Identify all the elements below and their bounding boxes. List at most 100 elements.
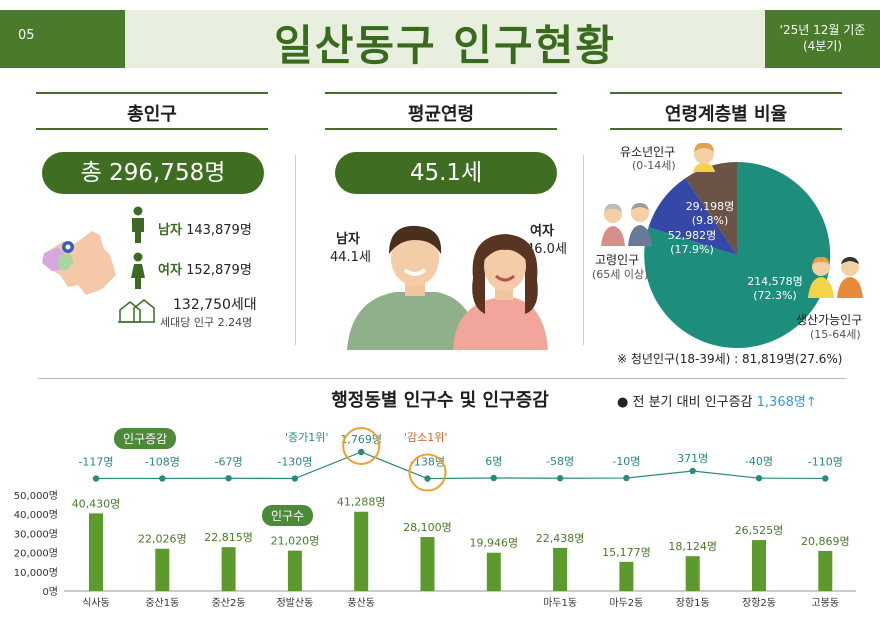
bar-중산1동 bbox=[155, 548, 170, 591]
change-value-label: -58명 bbox=[546, 455, 574, 468]
category-label: 고봉동 bbox=[811, 597, 839, 609]
total-heading: 총인구 bbox=[127, 104, 177, 125]
working-range: (15-64세) bbox=[810, 328, 861, 341]
avg-male-age: 44.1세 bbox=[330, 250, 371, 265]
change-value-label: -10명 bbox=[612, 455, 640, 468]
highlight-decrease-ring bbox=[408, 453, 447, 492]
bar-value-label: 22,026명 bbox=[138, 533, 187, 546]
dong-heading: 행정동별 인구수 및 인구증감 bbox=[331, 390, 549, 411]
legend-text: ● 전 분기 대비 인구증감 bbox=[617, 395, 753, 410]
youth-label: 유소년인구 bbox=[620, 145, 676, 159]
bar-value-label: 21,020명 bbox=[271, 535, 320, 548]
dong-chart: 0명 10,000명 20,000명 30,000명 40,000명 50,000명 40,… bbox=[14, 427, 856, 609]
change-value-label: 6명 bbox=[485, 455, 502, 468]
average-age-heading: 평균연령 bbox=[407, 104, 475, 125]
couple-illustration bbox=[347, 225, 548, 350]
category-label: 마두2동 bbox=[609, 597, 643, 609]
bar-value-label: 22,438명 bbox=[536, 532, 585, 545]
category-label: 중산1동 bbox=[145, 597, 179, 609]
avg-female-label: 여자 bbox=[530, 224, 554, 239]
change-value-label: 1,769명 bbox=[340, 433, 382, 446]
change-value-label: -108명 bbox=[145, 455, 180, 468]
change-point bbox=[490, 474, 497, 482]
child-icon bbox=[693, 142, 715, 172]
bar-풍산동 bbox=[354, 511, 369, 591]
elderly-pct: (17.9%) bbox=[670, 243, 714, 256]
header-left-band bbox=[0, 10, 125, 68]
bar-장항2동 bbox=[752, 540, 766, 591]
youth-pct: (9.8%) bbox=[691, 214, 729, 227]
section-line-bottom bbox=[325, 128, 557, 130]
section-line-top bbox=[325, 92, 557, 94]
population-tag: 인구수 bbox=[262, 505, 314, 526]
elderly-value: 52,982명 bbox=[667, 229, 717, 242]
header-title-band bbox=[125, 10, 765, 68]
total-population-pill: 총 296,758명 bbox=[42, 152, 264, 194]
female-icon bbox=[131, 252, 145, 289]
bar-value-label: 41,288명 bbox=[337, 496, 386, 509]
change-point bbox=[358, 448, 365, 456]
elderly-range: (65세 이상) bbox=[592, 268, 649, 281]
bar-value-label: 19,946명 bbox=[469, 537, 518, 550]
page-number: 05 bbox=[18, 28, 35, 43]
date-note-line1: '25년 12월 기준 bbox=[779, 23, 866, 37]
change-point bbox=[755, 474, 763, 482]
section-line-bottom bbox=[610, 128, 842, 130]
youth-range: (0-14세) bbox=[632, 159, 676, 172]
bar-value-label: 20,869명 bbox=[801, 535, 850, 548]
legend-value: 1,368명↑ bbox=[756, 395, 817, 410]
pie-slice-youth bbox=[685, 162, 737, 255]
change-tag: 인구증감 bbox=[114, 428, 177, 449]
y-tick-label: 10,000명 bbox=[14, 567, 58, 579]
section-line-top bbox=[610, 92, 842, 94]
youth-footnote: ※ 청년인구(18-39세) : 81,819명(27.6%) bbox=[617, 352, 843, 366]
change-point bbox=[623, 474, 630, 482]
highlight-increase-ring bbox=[342, 427, 381, 465]
male-count: 143,879명 bbox=[186, 223, 252, 238]
category-label: 중산2동 bbox=[212, 597, 246, 609]
bar-중산2동 bbox=[221, 547, 236, 591]
date-note-line2: (4분기) bbox=[802, 39, 843, 53]
y-tick-label: 30,000명 bbox=[14, 528, 58, 540]
category-label: 장항1동 bbox=[676, 597, 710, 609]
bar-식사동 bbox=[89, 513, 103, 591]
category-label: 마두1동 bbox=[543, 597, 577, 609]
per-household: 세대당 인구 2.24명 bbox=[160, 316, 253, 329]
bar-장항1동 bbox=[685, 556, 700, 591]
bar-백석2동 bbox=[486, 552, 501, 591]
y-tick-label: 20,000명 bbox=[14, 548, 58, 560]
section-divider bbox=[38, 378, 846, 379]
section-line-bottom bbox=[36, 128, 268, 130]
y-tick-label: 40,000명 bbox=[14, 509, 58, 521]
page-title: 일산동구 인구현황 bbox=[274, 21, 616, 70]
header-right-band bbox=[765, 10, 880, 68]
change-value-label: -117명 bbox=[78, 455, 113, 468]
change-point bbox=[159, 475, 166, 482]
average-age-pill: 45.1세 bbox=[335, 152, 557, 194]
category-label: 정발산동 bbox=[276, 597, 313, 609]
category-label: 풍산동 bbox=[347, 597, 375, 609]
change-value-label: -67명 bbox=[215, 455, 243, 468]
bar-정발산동 bbox=[287, 550, 302, 591]
bar-value-label: 15,177명 bbox=[602, 546, 651, 559]
change-line bbox=[95, 451, 826, 480]
date-note: '25년 12월 기준 (4분기) bbox=[765, 22, 880, 54]
change-value-label: -110명 bbox=[808, 455, 843, 468]
avg-male-label: 남자 bbox=[336, 232, 360, 247]
age-ratio-heading: 연령계층별 비율 bbox=[664, 104, 788, 125]
rank-down-label: '감소1위' bbox=[404, 431, 448, 444]
working-pct: (72.3%) bbox=[753, 289, 797, 302]
female-count: 152,879명 bbox=[186, 263, 252, 278]
category-label: 식사동 bbox=[82, 597, 110, 609]
change-value-label: 371명 bbox=[677, 452, 708, 465]
change-point bbox=[556, 475, 564, 482]
category-label: 장항2동 bbox=[742, 597, 776, 609]
pie-slice-elderly bbox=[648, 178, 737, 255]
y-tick-label: 50,000명 bbox=[14, 490, 58, 502]
divider-2 bbox=[583, 155, 584, 345]
bar-value-label: 18,124명 bbox=[668, 540, 717, 553]
change-value-label: -40명 bbox=[745, 455, 773, 468]
avg-female-age: 46.0세 bbox=[526, 242, 567, 257]
section-line-top bbox=[36, 92, 268, 94]
bar-value-label: 28,100명 bbox=[403, 521, 452, 534]
